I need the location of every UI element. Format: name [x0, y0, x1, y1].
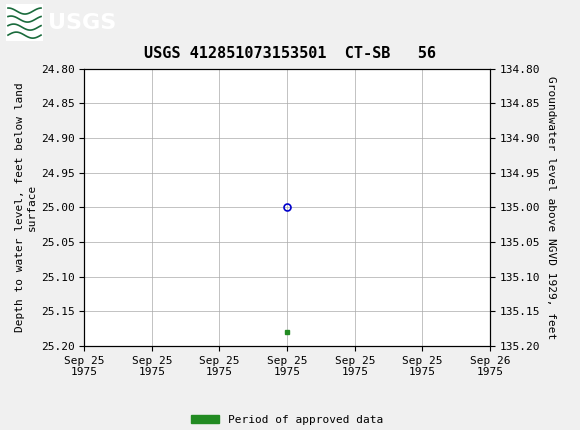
Text: USGS 412851073153501  CT-SB   56: USGS 412851073153501 CT-SB 56: [144, 46, 436, 61]
Y-axis label: Groundwater level above NGVD 1929, feet: Groundwater level above NGVD 1929, feet: [546, 76, 556, 339]
Text: USGS: USGS: [48, 12, 116, 33]
Legend: Period of approved data: Period of approved data: [187, 411, 387, 429]
Y-axis label: Depth to water level, feet below land
surface: Depth to water level, feet below land su…: [15, 83, 37, 332]
FancyBboxPatch shape: [6, 4, 43, 41]
